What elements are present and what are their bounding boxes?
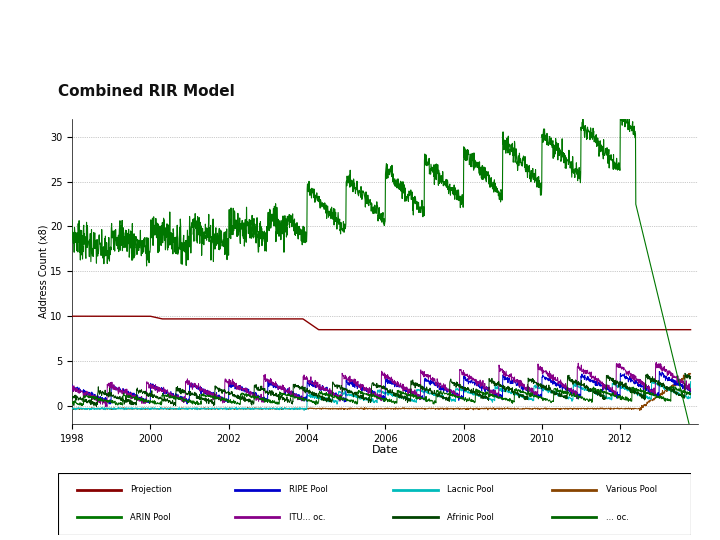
X-axis label: Date: Date: [372, 445, 398, 455]
Text: Afrinic Pool: Afrinic Pool: [447, 512, 494, 522]
Text: ... oc.: ... oc.: [606, 512, 629, 522]
Text: RIPE Pool: RIPE Pool: [289, 485, 328, 495]
Text: Projection: Projection: [130, 485, 172, 495]
Text: ITU... oc.: ITU... oc.: [289, 512, 325, 522]
FancyBboxPatch shape: [58, 472, 691, 535]
Text: Combined RIR Model: Combined RIR Model: [58, 84, 234, 99]
Text: ARIN Pool: ARIN Pool: [130, 512, 171, 522]
Text: Various Pool: Various Pool: [606, 485, 657, 495]
Text: The Address Consumption Model: The Address Consumption Model: [103, 31, 617, 58]
Y-axis label: Address Count (x8): Address Count (x8): [38, 225, 48, 318]
Text: Lacnic Pool: Lacnic Pool: [447, 485, 494, 495]
